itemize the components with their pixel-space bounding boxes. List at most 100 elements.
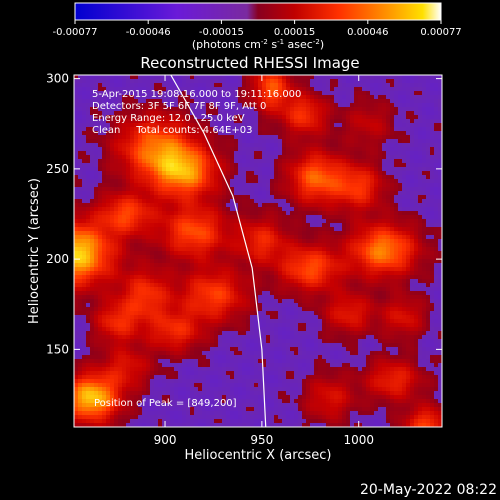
heatmap-cell [74, 315, 79, 320]
heatmap-cell [274, 263, 279, 268]
heatmap-cell [134, 295, 139, 300]
heatmap-cell [98, 323, 103, 328]
heatmap-cell [226, 263, 231, 268]
heatmap-cell [158, 383, 163, 388]
heatmap-cell [170, 399, 175, 404]
heatmap-cell [214, 359, 219, 364]
heatmap-cell [98, 127, 103, 132]
heatmap-cell [234, 103, 239, 108]
heatmap-cell [78, 399, 83, 404]
heatmap-cell [122, 83, 127, 88]
heatmap-cell [202, 255, 207, 260]
heatmap-cell [122, 315, 127, 320]
heatmap-cell [150, 327, 155, 332]
heatmap-cell [206, 223, 211, 228]
heatmap-cell [202, 243, 207, 248]
heatmap-cell [186, 231, 191, 236]
heatmap-cell [290, 251, 295, 256]
heatmap-cell [274, 371, 279, 376]
heatmap-cell [226, 271, 231, 276]
heatmap-cell [142, 215, 147, 220]
heatmap-cell [174, 355, 179, 360]
heatmap-cell [150, 103, 155, 108]
heatmap-cell [134, 355, 139, 360]
heatmap-cell [290, 111, 295, 116]
heatmap-cell [138, 259, 143, 264]
heatmap-cell [278, 343, 283, 348]
heatmap-cell [218, 155, 223, 160]
heatmap-cell [214, 75, 219, 80]
heatmap-cell [278, 243, 283, 248]
heatmap-cell [82, 375, 87, 380]
heatmap-cell [238, 243, 243, 248]
heatmap-cell [178, 267, 183, 272]
heatmap-cell [282, 107, 287, 112]
heatmap-cell [294, 103, 299, 108]
heatmap-cell [258, 247, 263, 252]
heatmap-cell [262, 223, 267, 228]
heatmap-cell [170, 407, 175, 412]
heatmap-cell [86, 399, 91, 404]
heatmap-cell [90, 295, 95, 300]
heatmap-cell [230, 223, 235, 228]
heatmap-cell [178, 283, 183, 288]
heatmap-cell [218, 127, 223, 132]
heatmap-cell [98, 423, 103, 427]
heatmap-cell [226, 307, 231, 312]
heatmap-cell [110, 375, 115, 380]
heatmap-cell [258, 379, 263, 384]
heatmap-cell [86, 407, 91, 412]
heatmap-cell [146, 359, 151, 364]
heatmap-cell [270, 139, 275, 144]
heatmap-cell [114, 387, 119, 392]
heatmap-cell [90, 355, 95, 360]
heatmap-cell [194, 79, 199, 84]
heatmap-cell [106, 275, 111, 280]
heatmap-cell [114, 295, 119, 300]
heatmap-cell [82, 315, 87, 320]
heatmap-cell [226, 227, 231, 232]
heatmap-cell [294, 351, 299, 356]
heatmap-cell [142, 339, 147, 344]
heatmap-cell [282, 79, 287, 84]
heatmap-cell [166, 179, 171, 184]
heatmap-cell [210, 223, 215, 228]
heatmap-cell [158, 335, 163, 340]
heatmap-cell [182, 323, 187, 328]
heatmap-cell [278, 139, 283, 144]
heatmap-cell [270, 299, 275, 304]
heatmap-cell [218, 355, 223, 360]
heatmap-cell [286, 195, 291, 200]
heatmap-cell [90, 119, 95, 124]
heatmap-cell [250, 107, 255, 112]
heatmap-cell [126, 155, 131, 160]
heatmap-cell [74, 343, 79, 348]
heatmap-cell [138, 223, 143, 228]
heatmap-cell [134, 199, 139, 204]
heatmap-cell [118, 403, 123, 408]
heatmap-cell [130, 371, 135, 376]
heatmap-cell [266, 319, 271, 324]
heatmap-cell [290, 323, 295, 328]
heatmap-cell [198, 295, 203, 300]
heatmap-cell [222, 107, 227, 112]
heatmap-cell [134, 219, 139, 224]
heatmap-cell [162, 275, 167, 280]
heatmap-cell [278, 231, 283, 236]
heatmap-cell [150, 347, 155, 352]
heatmap-cell [234, 239, 239, 244]
heatmap-cell [218, 239, 223, 244]
heatmap-cell [110, 299, 115, 304]
heatmap-cell [194, 119, 199, 124]
heatmap-cell [186, 355, 191, 360]
heatmap-cell [174, 251, 179, 256]
heatmap-cell [238, 207, 243, 212]
heatmap-cell [94, 75, 99, 80]
heatmap-cell [254, 147, 259, 152]
heatmap-cell [266, 195, 271, 200]
heatmap-cell [226, 207, 231, 212]
heatmap-cell [190, 123, 195, 128]
heatmap-cell [270, 359, 275, 364]
heatmap-cell [194, 199, 199, 204]
heatmap-cell [158, 195, 163, 200]
